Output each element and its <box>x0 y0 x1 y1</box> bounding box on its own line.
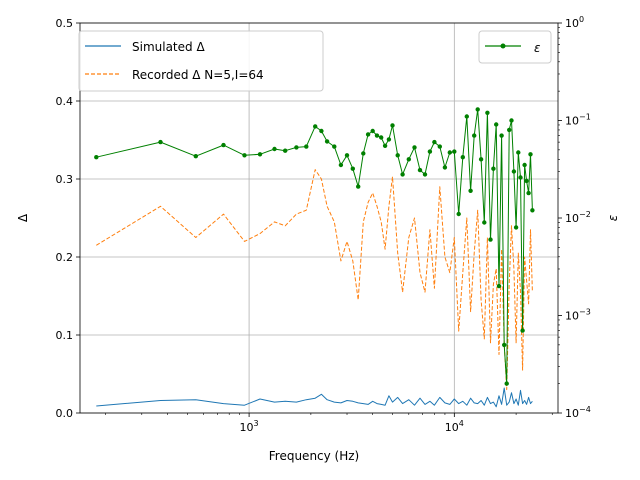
epsilon-point <box>365 132 371 137</box>
epsilon-point <box>522 162 527 168</box>
epsilon-point <box>499 133 504 138</box>
epsilon-point <box>530 208 535 213</box>
epsilon-point <box>400 172 405 177</box>
epsilon-point <box>456 211 461 217</box>
epsilon-point <box>482 220 487 225</box>
series-line-0 <box>96 387 533 408</box>
epsilon-point <box>485 110 490 116</box>
epsilon-point <box>406 157 411 162</box>
epsilon-point <box>452 149 457 154</box>
epsilon-point <box>390 123 395 128</box>
epsilon-point <box>518 175 523 180</box>
epsilon-point <box>496 283 502 289</box>
epsilon-point <box>412 145 417 150</box>
y-right-axis-title: ε <box>606 214 620 221</box>
epsilon-point <box>432 139 437 145</box>
legend-right: ε <box>478 30 552 64</box>
epsilon-point <box>447 150 452 155</box>
x-tick-label: 103 <box>240 419 259 434</box>
epsilon-point <box>94 155 99 160</box>
series-line-2 <box>96 108 533 385</box>
epsilon-point <box>379 135 384 140</box>
epsilon-point <box>475 107 480 112</box>
epsilon-point <box>344 153 350 158</box>
epsilon-point <box>350 166 355 171</box>
epsilon-point <box>221 142 226 148</box>
epsilon-point <box>272 146 277 152</box>
epsilon-point <box>294 145 299 150</box>
epsilon-point <box>528 152 533 157</box>
epsilon-point <box>324 139 330 144</box>
epsilon-point <box>283 148 288 153</box>
epsilon-point <box>491 166 496 171</box>
epsilon-point <box>442 165 448 170</box>
y-right-tick-label: 10−3 <box>565 308 591 323</box>
epsilon-point <box>193 154 198 159</box>
epsilon-point <box>370 128 375 134</box>
epsilon-point <box>494 122 499 127</box>
epsilon-point <box>158 139 163 145</box>
x-tick-label: 104 <box>445 419 464 434</box>
epsilon-point <box>513 225 519 230</box>
epsilon-point <box>361 151 366 156</box>
legend-right-box <box>478 30 552 64</box>
epsilon-point <box>374 133 380 138</box>
epsilon-point <box>520 328 525 333</box>
ticks: 103 104 0.0 0.1 0.2 0.3 0.4 0.5 10−4 10−3 10−2 10−1… <box>56 15 591 434</box>
epsilon-point <box>516 150 521 155</box>
plot-lines <box>94 107 535 408</box>
x-axis-title: Frequency (Hz) <box>269 449 360 463</box>
y-right-tick-label: 10−2 <box>565 210 591 225</box>
y-left-tick-label: 0.5 <box>56 17 74 30</box>
y-right-tick-label: 10−1 <box>565 113 591 128</box>
epsilon-point <box>504 381 509 386</box>
epsilon-point <box>356 184 361 189</box>
epsilon-point <box>478 157 484 162</box>
epsilon-point <box>488 237 493 242</box>
epsilon-point <box>417 167 423 173</box>
y-left-tick-label: 0.4 <box>56 95 74 108</box>
epsilon-point <box>332 144 337 149</box>
epsilon-point <box>422 172 428 177</box>
epsilon-point <box>257 152 263 157</box>
epsilon-point <box>460 155 465 160</box>
y-left-tick-label: 0.1 <box>56 329 74 342</box>
y-left-axis-title: Δ <box>16 213 30 222</box>
epsilon-point <box>313 124 318 129</box>
epsilon-point <box>502 342 507 348</box>
epsilon-point <box>509 118 514 123</box>
series-line-1 <box>96 169 533 391</box>
y-right-tick-label: 100 <box>565 15 584 30</box>
epsilon-point <box>472 133 477 138</box>
y-right-tick-label: 10−4 <box>565 405 591 420</box>
epsilon-point <box>524 178 529 184</box>
epsilon-point <box>338 162 344 168</box>
y-left-tick-label: 0.2 <box>56 251 74 264</box>
y-left-tick-label: 0.3 <box>56 173 74 186</box>
epsilon-point <box>507 127 512 133</box>
legend-recorded-label: Recorded Δ N=5,I=64 <box>132 68 264 82</box>
epsilon-point <box>511 169 517 174</box>
y-left-tick-label: 0.0 <box>56 407 74 420</box>
legend-epsilon-label: ε <box>534 41 541 55</box>
legend-simulated-label: Simulated Δ <box>132 40 205 54</box>
legend-epsilon-marker <box>500 43 506 49</box>
epsilon-point <box>468 188 473 193</box>
epsilon-point <box>382 143 388 148</box>
legend-left: Simulated Δ Recorded Δ N=5,I=64 <box>78 30 324 92</box>
epsilon-point <box>395 153 400 158</box>
epsilon-point <box>427 149 433 154</box>
epsilon-point <box>526 190 531 196</box>
epsilon-point <box>437 144 442 149</box>
epsilon-point <box>319 128 324 134</box>
epsilon-point <box>242 153 247 158</box>
epsilon-point <box>386 137 392 142</box>
legend-left-box <box>78 30 324 92</box>
epsilon-point <box>464 114 469 119</box>
epsilon-point <box>304 144 309 149</box>
